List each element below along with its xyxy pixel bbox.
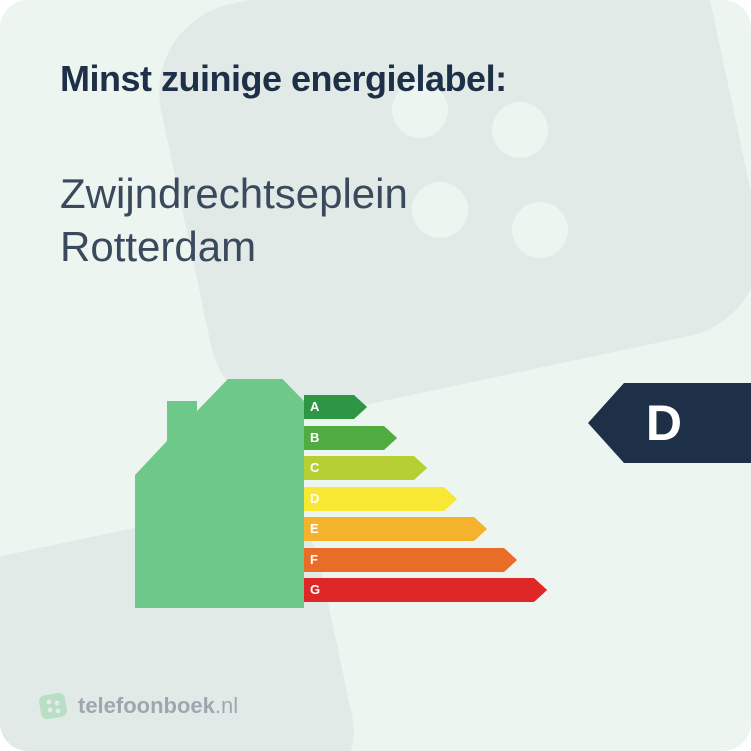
bar-letter: F [310, 548, 318, 572]
bar-letter: B [310, 426, 319, 450]
phonebook-icon [38, 691, 68, 721]
bar-arrow [304, 517, 487, 541]
background-watermark [0, 0, 751, 751]
footer-text: telefoonboek.nl [78, 693, 238, 719]
bar-letter: A [310, 395, 319, 419]
badge-letter: D [624, 394, 751, 452]
card-title: Minst zuinige energielabel: [60, 58, 507, 100]
card-subtitle: Zwijndrechtseplein Rotterdam [60, 168, 408, 273]
badge-notch [588, 383, 624, 463]
bar-arrow [304, 548, 517, 572]
energy-label-graphic: ABCDEFG [135, 379, 615, 615]
energy-label-card: Minst zuinige energielabel: Zwijndrechts… [0, 0, 751, 751]
bar-arrow [304, 487, 457, 511]
bar-arrow [304, 456, 427, 480]
footer-brand: telefoonboek.nl [38, 691, 238, 721]
bar-letter: G [310, 578, 320, 602]
bar-letter: E [310, 517, 319, 541]
footer-brand-bold: telefoonboek [78, 693, 215, 718]
bar-letter: C [310, 456, 319, 480]
bar-arrow [304, 578, 547, 602]
footer-brand-light: .nl [215, 693, 238, 718]
house-icon [135, 379, 304, 615]
rating-badge: D [624, 383, 751, 463]
bar-letter: D [310, 487, 319, 511]
